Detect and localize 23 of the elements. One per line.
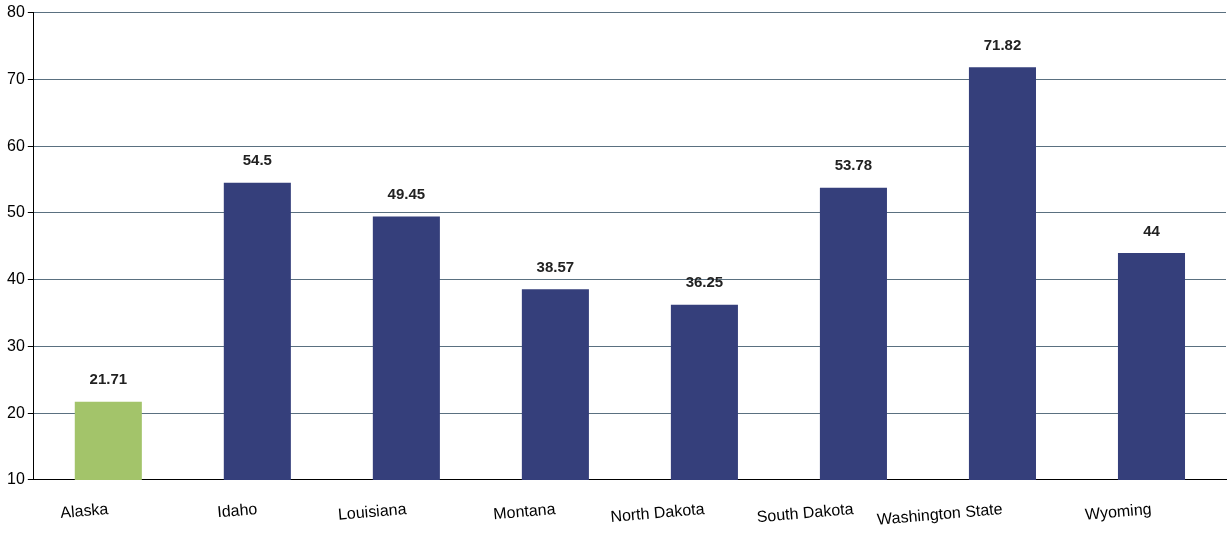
y-tick-label: 10 <box>7 470 25 488</box>
x-tick-label: South Dakota <box>756 499 855 526</box>
x-tick-label: North Dakota <box>609 499 706 526</box>
data-label: 54.5 <box>242 151 272 169</box>
x-tick-label: Wyoming <box>1084 499 1153 523</box>
y-tick-label: 20 <box>7 403 25 421</box>
y-tick-label: 60 <box>7 136 25 154</box>
x-tick-label: Washington State <box>876 499 1004 528</box>
data-label: 71.82 <box>983 35 1022 53</box>
y-tick-label: 30 <box>7 336 25 354</box>
y-tick-label: 50 <box>7 203 25 221</box>
y-tick-label: 40 <box>7 270 25 288</box>
x-tick-label: Idaho <box>216 499 259 521</box>
data-label: 44 <box>1143 221 1161 239</box>
data-label: 38.57 <box>536 257 575 275</box>
data-label: 21.71 <box>89 370 128 388</box>
data-label: 53.78 <box>834 156 873 174</box>
x-tick-label: Alaska <box>59 499 110 522</box>
data-label: 49.45 <box>387 185 426 203</box>
y-tick-label: 80 <box>7 3 25 21</box>
y-tick-label: 70 <box>7 69 25 87</box>
x-tick-label: Montana <box>492 499 557 523</box>
x-tick-label: Louisiana <box>337 499 408 523</box>
